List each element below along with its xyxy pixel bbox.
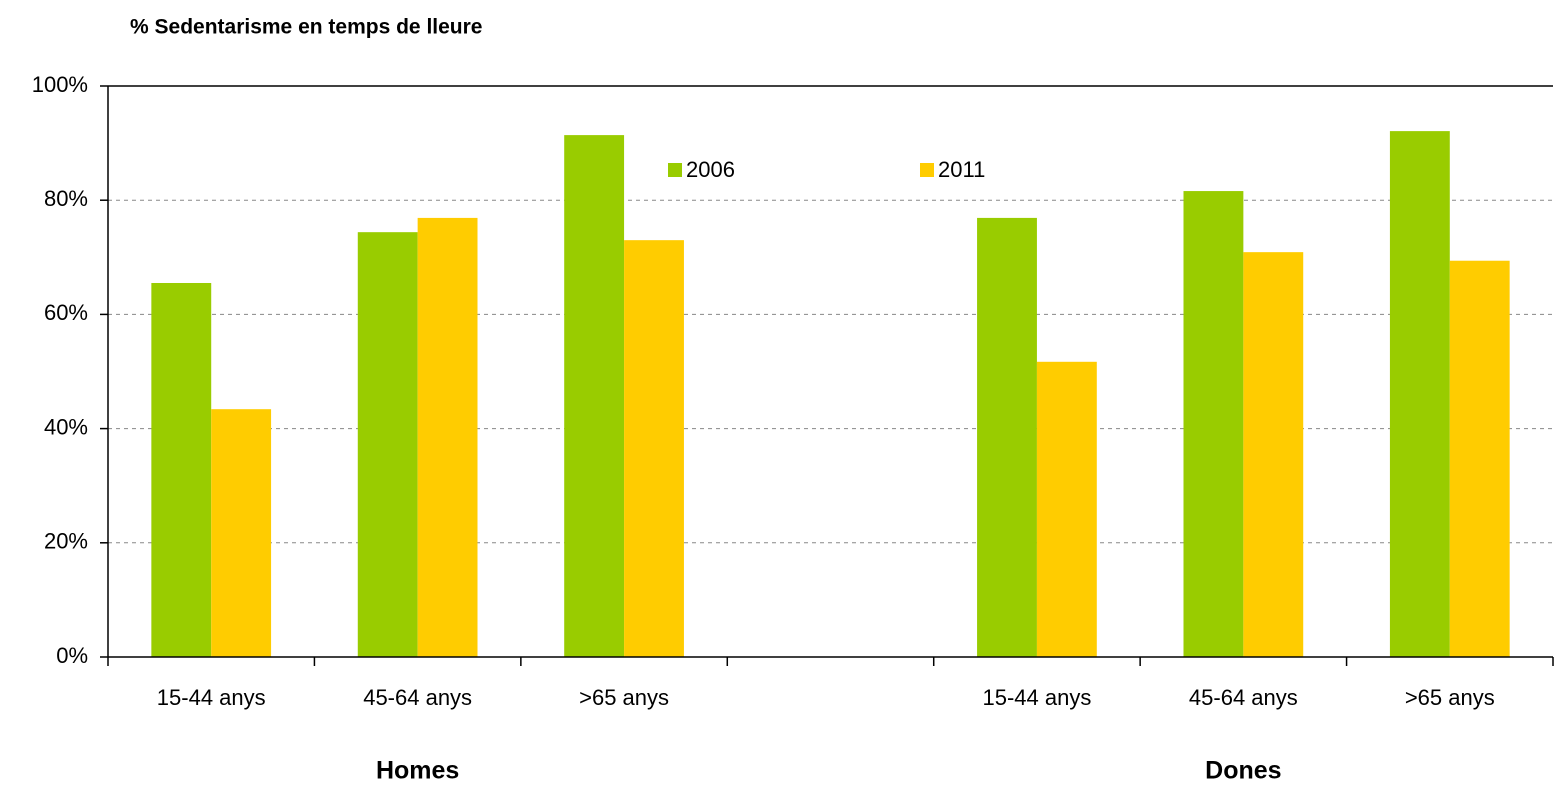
- y-tick-label: 100%: [32, 72, 88, 97]
- x-tick-label: 45-64 anys: [363, 685, 472, 710]
- group-label: Dones: [1205, 757, 1281, 785]
- bar: [211, 409, 272, 657]
- x-tick-label: 15-44 anys: [982, 685, 1091, 710]
- legend-label: 2011: [938, 157, 985, 182]
- y-tick-label: 0%: [56, 643, 88, 668]
- bar: [357, 232, 418, 657]
- chart-title: % Sedentarisme en temps de lleure: [130, 16, 482, 39]
- bar: [1389, 131, 1450, 657]
- y-tick-label: 60%: [44, 300, 88, 325]
- legend-swatch: [668, 163, 682, 177]
- x-tick-label: 45-64 anys: [1189, 685, 1298, 710]
- bar: [417, 217, 478, 657]
- bar: [1449, 260, 1510, 657]
- x-tick-label: >65 anys: [1405, 685, 1495, 710]
- bar: [977, 217, 1037, 657]
- y-tick-label: 40%: [44, 414, 88, 439]
- legend-background: [655, 150, 1090, 192]
- bar: [1183, 191, 1244, 657]
- bar: [624, 240, 684, 658]
- bar: [1036, 361, 1097, 657]
- y-tick-label: 20%: [44, 529, 88, 554]
- legend-label: 2006: [686, 157, 735, 182]
- bar: [1243, 252, 1304, 657]
- x-tick-label: >65 anys: [579, 685, 669, 710]
- y-tick-label: 80%: [44, 186, 88, 211]
- legend-swatch: [920, 163, 934, 177]
- group-label: Homes: [376, 757, 459, 785]
- bar: [564, 135, 625, 657]
- x-tick-label: 15-44 anys: [157, 685, 266, 710]
- bar: [151, 282, 212, 657]
